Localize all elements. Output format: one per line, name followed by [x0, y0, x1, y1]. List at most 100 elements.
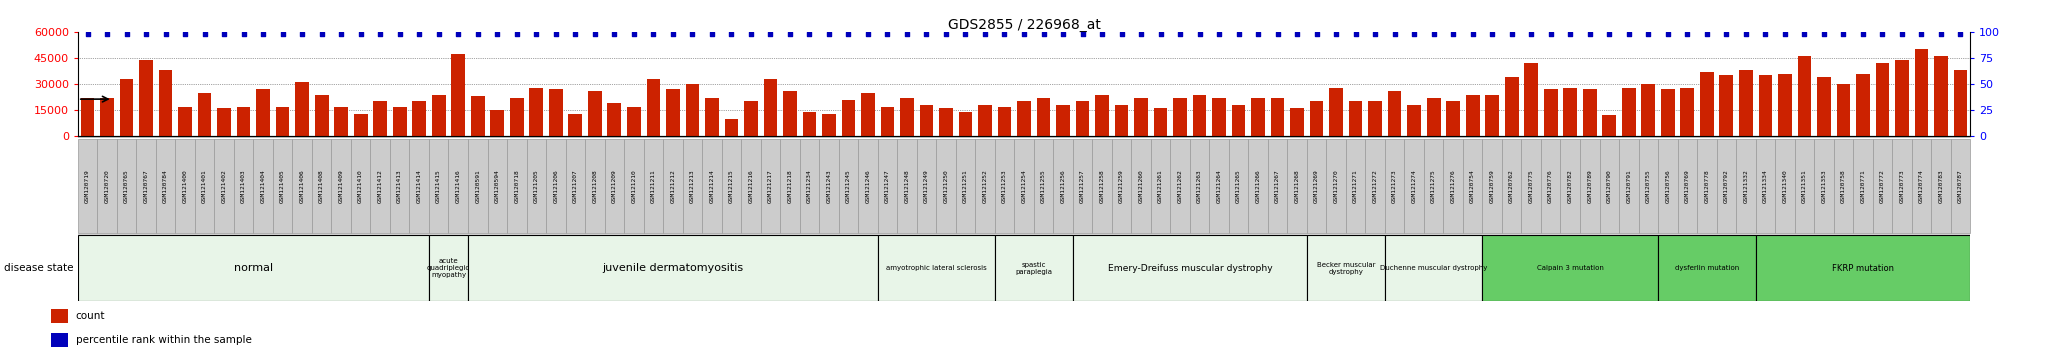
Point [676, 31, 709, 36]
Bar [428, 139, 449, 233]
Bar [254, 139, 272, 233]
Point [1399, 31, 1432, 36]
Point [1124, 31, 1157, 36]
Bar [1268, 139, 1288, 233]
Text: GSM121276: GSM121276 [1450, 169, 1456, 203]
Bar [1307, 139, 1327, 233]
Point [559, 31, 592, 36]
Point [1886, 31, 1919, 36]
Point [1028, 31, 1061, 36]
Bar [725, 119, 737, 136]
Point [1223, 31, 1255, 36]
Point [1319, 31, 1352, 36]
Bar [1444, 139, 1462, 233]
Point [1690, 31, 1722, 36]
Text: GSM121405: GSM121405 [281, 169, 285, 203]
Bar [311, 139, 332, 233]
Text: GSM121266: GSM121266 [1255, 169, 1262, 203]
Bar [1190, 139, 1208, 233]
Point [1047, 31, 1079, 36]
Bar [100, 98, 115, 136]
Text: GSM120783: GSM120783 [1937, 169, 1944, 203]
Bar [1169, 139, 1190, 233]
Bar [1599, 139, 1620, 233]
Bar [78, 139, 98, 233]
Bar [1407, 105, 1421, 136]
Text: GSM121406: GSM121406 [299, 169, 305, 203]
Point [1808, 31, 1841, 36]
Bar [160, 70, 172, 136]
Text: GSM120784: GSM120784 [164, 169, 168, 203]
Point [909, 31, 942, 36]
Bar [1739, 70, 1753, 136]
Bar [995, 235, 1073, 301]
Bar [1815, 139, 1833, 233]
Text: GSM121273: GSM121273 [1393, 169, 1397, 203]
Text: GSM121332: GSM121332 [1743, 169, 1749, 203]
Bar [238, 107, 250, 136]
Text: GSM121213: GSM121213 [690, 169, 694, 203]
Text: GSM120790: GSM120790 [1608, 169, 1612, 203]
Point [111, 31, 143, 36]
Point [774, 31, 807, 36]
Title: GDS2855 / 226968_at: GDS2855 / 226968_at [948, 18, 1100, 32]
Bar [1368, 102, 1382, 136]
Bar [1755, 139, 1776, 233]
Text: GSM121272: GSM121272 [1372, 169, 1378, 203]
Bar [1563, 87, 1577, 136]
Bar [1681, 87, 1694, 136]
Bar [1073, 139, 1092, 233]
Text: GSM121334: GSM121334 [1763, 169, 1767, 203]
Bar [1208, 139, 1229, 233]
Bar [1483, 139, 1501, 233]
Text: GSM121275: GSM121275 [1432, 169, 1436, 203]
Bar [1737, 139, 1755, 233]
Text: GSM121208: GSM121208 [592, 169, 598, 203]
Bar [1522, 139, 1540, 233]
Bar [1950, 139, 1970, 233]
Bar [1311, 102, 1323, 136]
Bar [1053, 139, 1073, 233]
Bar [293, 139, 311, 233]
Bar [1778, 74, 1792, 136]
Bar [432, 95, 446, 136]
Bar [1483, 235, 1659, 301]
Bar [565, 139, 586, 233]
Point [1456, 31, 1489, 36]
Bar [569, 114, 582, 136]
Bar [410, 139, 428, 233]
Point [1866, 31, 1898, 36]
Bar [1114, 105, 1128, 136]
Point [1554, 31, 1587, 36]
Bar [997, 107, 1012, 136]
Point [1788, 31, 1821, 36]
Bar [276, 107, 289, 136]
Bar [1933, 56, 1948, 136]
Text: amyotrophic lateral sclerosis: amyotrophic lateral sclerosis [887, 265, 987, 271]
Bar [799, 139, 819, 233]
Point [500, 31, 532, 36]
Text: GSM120769: GSM120769 [1686, 169, 1690, 203]
Bar [1853, 139, 1872, 233]
Text: GSM121414: GSM121414 [416, 169, 422, 203]
Bar [449, 139, 469, 233]
Point [1905, 31, 1937, 36]
Text: GSM121263: GSM121263 [1198, 169, 1202, 203]
Bar [371, 139, 389, 233]
Text: GSM120787: GSM120787 [1958, 169, 1962, 203]
Point [1241, 31, 1274, 36]
Point [891, 31, 924, 36]
Bar [1329, 87, 1343, 136]
Bar [647, 79, 659, 136]
Bar [764, 79, 776, 136]
Text: GSM121250: GSM121250 [944, 169, 948, 203]
Bar [1389, 91, 1401, 136]
Text: GSM121413: GSM121413 [397, 169, 401, 203]
Text: GSM121252: GSM121252 [983, 169, 987, 203]
Bar [686, 84, 698, 136]
Text: Emery-Dreifuss muscular dystrophy: Emery-Dreifuss muscular dystrophy [1108, 264, 1272, 273]
Bar [1272, 98, 1284, 136]
Point [168, 31, 201, 36]
Text: GSM121265: GSM121265 [1237, 169, 1241, 203]
Bar [451, 55, 465, 136]
